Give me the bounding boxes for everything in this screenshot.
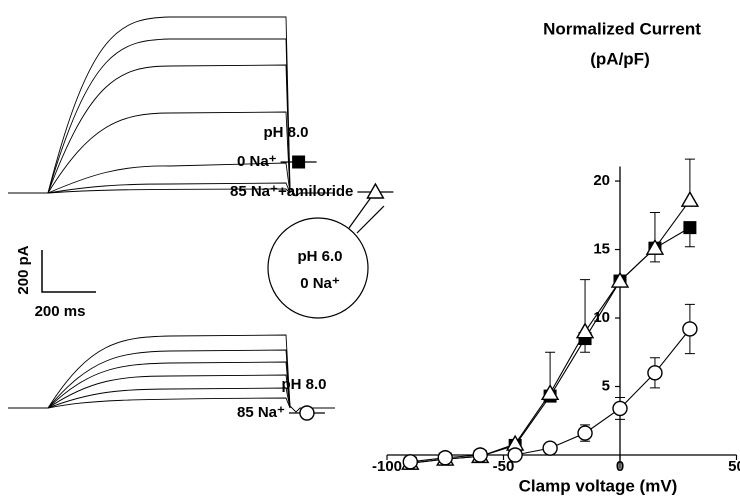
figure: 200 pA 200 ms pH 8.0 pH 6.0 0 Na⁺ pH 8.0… [0,0,740,497]
legend-marker [300,406,314,420]
marker [438,451,452,465]
scale-bar [42,250,96,292]
marker [577,324,593,338]
legend-marker [367,184,383,198]
marker [403,455,417,469]
cell [268,218,368,318]
marker [684,222,696,234]
annotation: pH 8.0 [281,376,326,393]
series-line [410,228,690,464]
y-tick-label: 15 [593,241,610,258]
marker [473,448,487,462]
annotation: 0 Na⁺ [300,275,340,292]
legend-label: 0 Na⁺ [237,153,277,170]
x-tick-label: -100 [372,458,402,475]
legend-marker [293,156,305,168]
marker [683,322,697,336]
chart-subtitle: (pA/pF) [590,49,649,68]
chart-title: Normalized Current [543,19,701,38]
annotation: pH 8.0 [263,124,308,141]
annotation: pH 6.0 [297,248,342,265]
y-tick-label: 20 [593,172,610,189]
x-tick-label: 0 [616,458,624,475]
legend-label: 85 Na⁺ [237,404,285,421]
scale-time-label: 200 ms [35,303,86,320]
traces-top [8,17,335,196]
x-axis-label: Clamp voltage (mV) [519,476,678,495]
legend-label: 85 Na⁺+amiloride [230,183,353,200]
marker [682,192,698,206]
pipette [349,196,384,233]
marker [543,441,557,455]
marker [508,448,522,462]
x-tick-label: 50 [728,458,740,475]
marker [648,366,662,380]
traces-bottom [8,335,335,412]
marker [613,401,627,415]
marker [578,426,592,440]
y-tick-label: 5 [602,377,610,394]
page: 200 pA 200 ms pH 8.0 pH 6.0 0 Na⁺ pH 8.0… [0,0,740,497]
series-line [410,200,690,463]
scale-current-label: 200 pA [15,245,32,294]
